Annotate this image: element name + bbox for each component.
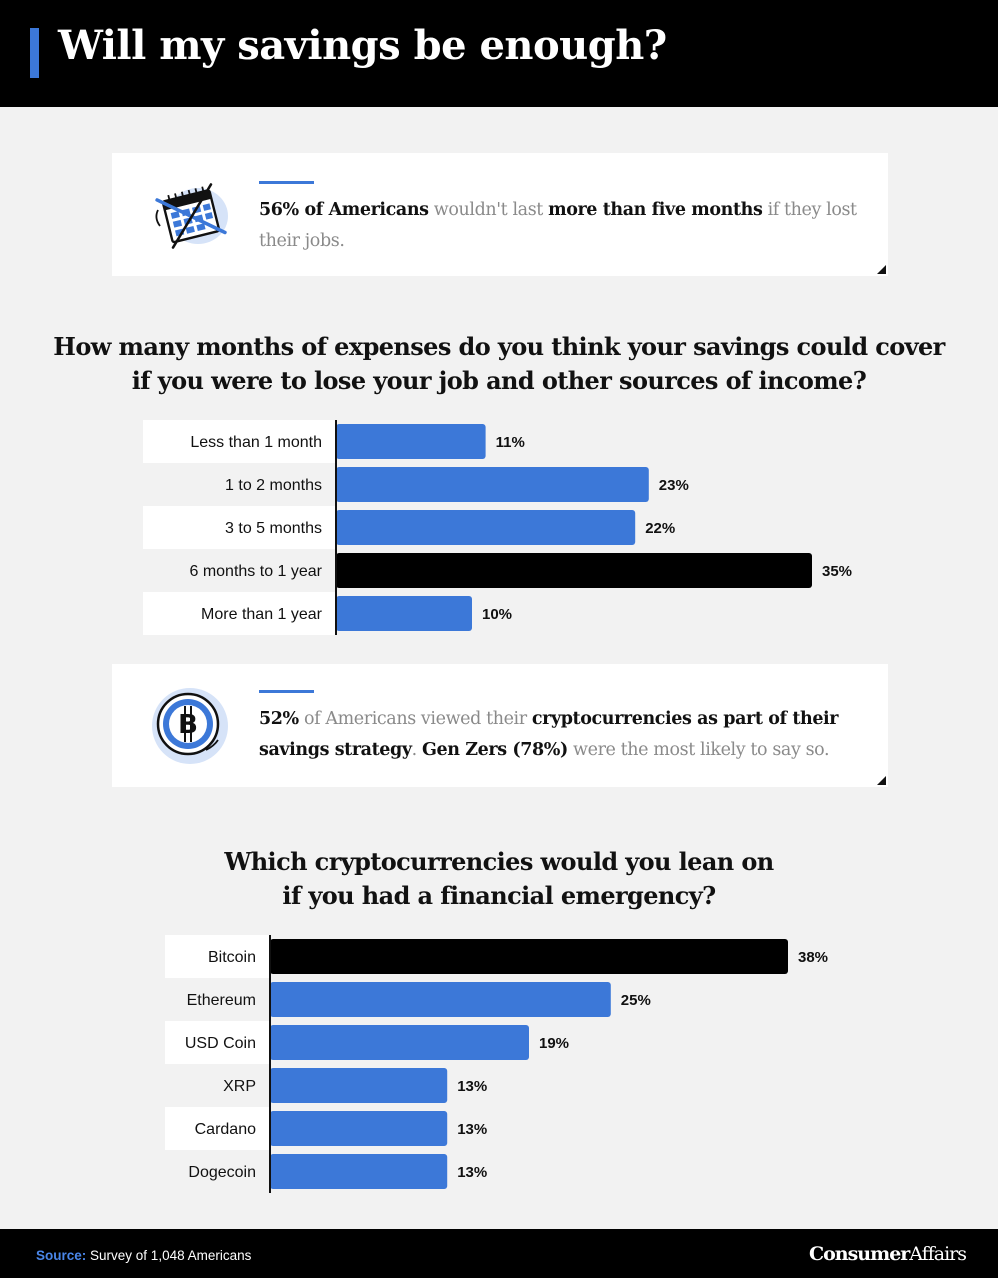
category-label: 6 months to 1 year	[189, 563, 322, 580]
category-label-bg	[165, 935, 270, 978]
data-label: 11%	[496, 434, 525, 451]
category-label: Ethereum	[187, 992, 256, 1009]
bar	[336, 424, 486, 459]
bar-row: 6 months to 1 year 35%	[143, 549, 852, 592]
footer-bar: Source: Survey of 1,048 Americans Consum…	[0, 1229, 998, 1278]
bar	[270, 1154, 448, 1189]
logo-bold: Consumer	[808, 1243, 910, 1265]
category-label: More than 1 year	[201, 606, 323, 623]
category-label: Less than 1 month	[190, 434, 322, 451]
bitcoin-coin-icon: B	[148, 684, 230, 766]
category-label-bg	[143, 463, 336, 506]
category-label-bg	[165, 1150, 270, 1193]
chart2-question: Which cryptocurrencies would you lean on…	[0, 845, 998, 913]
bar	[270, 1025, 529, 1060]
bar	[270, 1111, 448, 1146]
card-accent-rule	[259, 181, 314, 184]
data-label: 19%	[539, 1035, 569, 1052]
chart1-question: How many months of expenses do you think…	[0, 330, 998, 398]
bar	[336, 553, 812, 588]
category-label: XRP	[223, 1078, 256, 1095]
stat-highlight: more than five months	[548, 200, 763, 220]
question-line: How many months of expenses do you think…	[53, 332, 945, 361]
data-label: 13%	[457, 1121, 487, 1138]
logo-regular: Affairs	[909, 1243, 967, 1265]
stat-text-part: if they lost their jobs.	[259, 200, 857, 251]
source-note: Source: Survey of 1,048 Americans	[36, 1248, 251, 1263]
stat-text: 56% of Americans wouldn't last more than…	[259, 195, 859, 257]
stat-card-savings: 56% of Americans wouldn't last more than…	[112, 153, 888, 276]
stat-text: 52% of Americans viewed their cryptocurr…	[259, 704, 869, 766]
stat-highlight: cryptocurrencies as part of their saving…	[259, 709, 839, 760]
category-label: USD Coin	[185, 1035, 256, 1052]
stat-text-part: of Americans viewed their	[298, 709, 532, 729]
title-accent-bar	[30, 28, 39, 78]
category-label: Cardano	[195, 1121, 256, 1138]
chart-svg: Bitcoin 38%Ethereum 25%USD Coin 19%XRP 13%Ca…	[165, 935, 828, 1193]
card-accent-rule	[259, 690, 314, 693]
category-label-bg	[165, 1107, 270, 1150]
card-corner-mark	[877, 265, 886, 274]
bar-row: Ethereum 25%	[165, 978, 651, 1021]
category-label-bg	[165, 1021, 270, 1064]
question-line: if you were to lose your job and other s…	[131, 366, 867, 395]
card-corner-mark	[877, 776, 886, 785]
question-line: Which cryptocurrencies would you lean on	[224, 847, 774, 876]
bar	[336, 467, 649, 502]
category-label-bg	[143, 592, 336, 635]
bar-chart-months-covered: Less than 1 month 11% 1 to 2 months 23% 3 to…	[143, 420, 882, 635]
bar-row: Bitcoin 38%	[165, 935, 828, 978]
stat-text-part: wouldn't last	[428, 200, 549, 220]
stat-text-part: were the most likely to say so.	[567, 740, 830, 760]
consumeraffairs-logo: ConsumerAffairs	[808, 1243, 967, 1265]
stat-card-crypto: B 52% of Americans viewed their cryptocu…	[112, 664, 888, 787]
calendar-crossed-icon	[152, 180, 232, 250]
bar	[336, 510, 636, 545]
bar-row: Less than 1 month 11%	[143, 420, 525, 463]
category-label: Bitcoin	[208, 949, 256, 966]
data-label: 10%	[482, 606, 512, 623]
bar-row: Cardano 13%	[165, 1107, 487, 1150]
data-label: 22%	[645, 520, 675, 537]
stat-text-part: .	[411, 740, 422, 760]
data-label: 23%	[659, 477, 689, 494]
stat-highlight: 52%	[259, 709, 299, 729]
stat-highlight: 56% of Americans	[259, 200, 429, 220]
data-label: 38%	[798, 949, 828, 966]
stat-highlight: Gen Zers (78%)	[421, 740, 568, 760]
source-label: Source:	[36, 1248, 87, 1263]
category-label: Dogecoin	[188, 1164, 256, 1181]
svg-text:B: B	[178, 710, 198, 740]
category-label-bg	[143, 506, 336, 549]
bar-row: XRP 13%	[165, 1064, 487, 1107]
category-label: 1 to 2 months	[225, 477, 322, 494]
bar-chart-crypto-emergency: Bitcoin 38% Ethereum 25% USD Coin 19% XRP 13% Ca…	[165, 935, 858, 1193]
source-text: Survey of 1,048 Americans	[90, 1248, 252, 1263]
bar-row: 3 to 5 months 22%	[143, 506, 675, 549]
bar	[270, 982, 611, 1017]
category-label-bg	[165, 978, 270, 1021]
data-label: 13%	[457, 1078, 487, 1095]
header-bar: Will my savings be enough?	[0, 0, 998, 107]
category-label: 3 to 5 months	[225, 520, 322, 537]
bar	[270, 1068, 448, 1103]
data-label: 25%	[621, 992, 651, 1009]
bar-row: 1 to 2 months 23%	[143, 463, 689, 506]
bar	[336, 596, 472, 631]
data-label: 35%	[822, 563, 852, 580]
category-label-bg	[143, 420, 336, 463]
category-label-bg	[143, 549, 336, 592]
page-title: Will my savings be enough?	[58, 22, 667, 69]
bar-row: Dogecoin 13%	[165, 1150, 487, 1193]
category-label-bg	[165, 1064, 270, 1107]
chart-svg: Less than 1 month 11% 1 to 2 months 23% 3 to…	[143, 420, 852, 635]
question-line: if you had a financial emergency?	[282, 881, 716, 910]
bar	[270, 939, 788, 974]
bar-row: More than 1 year 10%	[143, 592, 512, 635]
data-label: 13%	[457, 1164, 487, 1181]
bar-row: USD Coin 19%	[165, 1021, 569, 1064]
